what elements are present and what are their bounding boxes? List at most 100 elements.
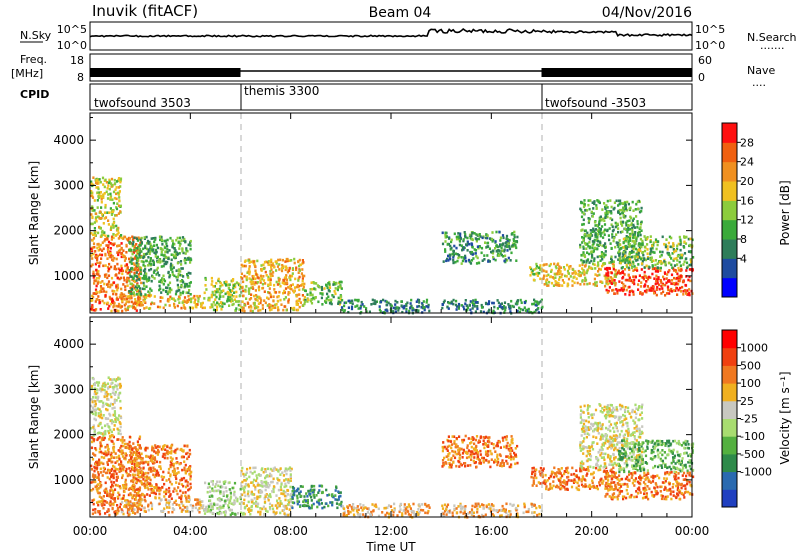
power-pixel <box>264 282 267 285</box>
power-pixel <box>663 260 666 263</box>
power-pixel <box>152 248 155 251</box>
power-pixel <box>314 296 317 299</box>
power-pixel <box>139 238 142 242</box>
power-pixel <box>279 298 282 302</box>
velocity-pixel <box>147 482 150 486</box>
power-pixel <box>264 270 267 274</box>
power-pixel <box>143 300 146 303</box>
power-pixel <box>125 270 128 273</box>
power-pixel <box>270 265 273 269</box>
power-pixel <box>537 307 540 310</box>
velocity-pixel <box>125 471 128 475</box>
power-pixel <box>594 228 598 231</box>
power-pixel <box>304 298 307 302</box>
velocity-pixel <box>125 485 128 489</box>
power-pixel <box>555 272 558 275</box>
power-pixel <box>637 207 640 211</box>
power-pixel <box>604 246 607 250</box>
power-pixel <box>472 299 475 302</box>
power-pixel <box>558 284 561 287</box>
velocity-pixel <box>147 455 150 459</box>
power-pixel <box>109 302 112 306</box>
power-pixel <box>135 261 138 265</box>
power-pixel <box>111 299 115 302</box>
power-pixel <box>103 192 106 195</box>
power-pixel <box>605 288 608 292</box>
power-pixel <box>596 233 599 236</box>
power-pixel <box>94 300 97 303</box>
power-pixel <box>259 281 262 284</box>
power-pixel <box>447 237 451 240</box>
velocity-pixel <box>129 460 132 464</box>
power-pixel <box>109 250 112 254</box>
power-pixel <box>131 242 134 246</box>
velocity-pixel <box>101 388 104 391</box>
power-pixel <box>608 238 611 242</box>
power-pixel <box>580 229 583 232</box>
velocity-pixel <box>98 447 102 451</box>
velocity-pixel <box>128 454 132 457</box>
velocity-pixel <box>104 385 107 388</box>
velocity-pixel <box>106 382 110 386</box>
power-pixel <box>154 255 157 258</box>
velocity-pixel <box>112 442 115 446</box>
velocity-pixel <box>142 506 145 510</box>
power-pixel <box>131 244 134 248</box>
power-pixel <box>442 301 445 304</box>
power-pixel <box>410 298 413 302</box>
power-pixel <box>148 294 151 297</box>
power-pixel <box>470 237 474 241</box>
power-pixel <box>646 243 649 246</box>
power-pixel <box>477 237 481 241</box>
power-pixel <box>400 300 403 303</box>
power-pixel <box>154 252 157 255</box>
power-pixel <box>632 217 635 221</box>
power-pixel <box>98 193 101 197</box>
power-pixel <box>321 303 324 306</box>
velocity-pixel <box>273 466 276 470</box>
power-pixel <box>142 295 145 298</box>
power-pixel <box>198 294 201 298</box>
power-pixel <box>99 261 102 264</box>
power-pixel <box>119 276 123 280</box>
power-pixel <box>149 242 152 246</box>
power-pixel <box>91 196 95 199</box>
power-pixel <box>115 186 118 189</box>
freq-panel: Freq. [MHz] 18 8 60 0 Nave .... <box>11 53 775 89</box>
velocity-pixel <box>119 502 122 506</box>
velocity-pixel <box>97 500 100 504</box>
power-pixel <box>178 301 181 304</box>
power-pixel <box>685 275 688 278</box>
velocity-pixel <box>159 460 162 464</box>
velocity-pixel <box>101 436 104 440</box>
power-pixel <box>90 194 93 198</box>
y-tick-label: 2000 <box>53 224 84 238</box>
velocity-pixel <box>189 465 192 468</box>
power-pixel <box>138 290 141 293</box>
power-pixel <box>659 269 662 272</box>
power-pixel <box>503 249 506 253</box>
power-pixel <box>615 199 618 203</box>
power-pixel <box>387 301 390 305</box>
velocity-pixel <box>268 502 272 506</box>
power-pixel <box>234 309 237 312</box>
nsky-label: N.Sky <box>20 29 52 42</box>
velocity-pixel <box>192 504 195 508</box>
velocity-pixel <box>135 456 138 460</box>
power-pixel <box>633 265 636 268</box>
power-pixel <box>165 242 168 245</box>
velocity-pixel <box>266 510 269 513</box>
power-pixel <box>297 279 300 282</box>
velocity-pixel <box>92 508 95 512</box>
power-pixel <box>592 262 595 266</box>
power-pixel <box>131 268 134 271</box>
velocity-pixel <box>269 495 272 499</box>
power-pixel <box>646 252 649 255</box>
power-pixel <box>266 304 269 307</box>
power-pixel <box>219 285 222 288</box>
power-pixel <box>357 307 360 310</box>
power-pixel <box>118 190 121 193</box>
power-pixel <box>660 292 663 295</box>
power-pixel <box>133 301 136 304</box>
